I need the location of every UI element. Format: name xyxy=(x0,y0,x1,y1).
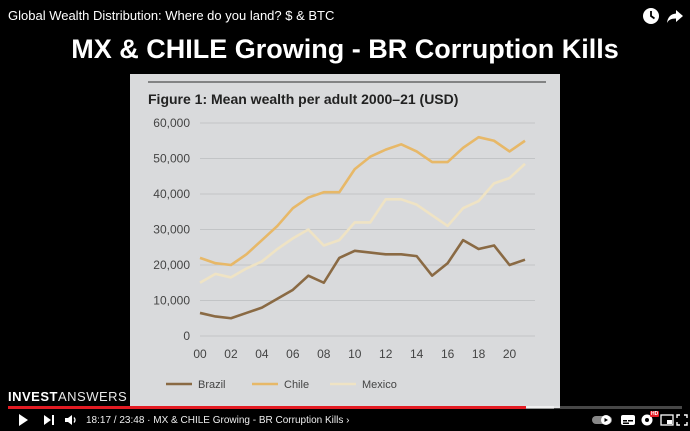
video-title[interactable]: Global Wealth Distribution: Where do you… xyxy=(8,8,335,23)
brand-part-2: ANSWERS xyxy=(57,389,128,404)
x-tick-label: 16 xyxy=(441,347,455,361)
chart-slide: Figure 1: Mean wealth per adult 2000–21 … xyxy=(130,74,560,408)
subtitles-icon[interactable] xyxy=(620,413,636,427)
x-tick-label: 18 xyxy=(472,347,486,361)
series-line-mexico xyxy=(199,162,526,284)
miniplayer-icon[interactable] xyxy=(660,413,674,427)
y-tick-label: 60,000 xyxy=(153,116,190,130)
legend-label-chile: Chile xyxy=(284,379,309,391)
progress-bar[interactable] xyxy=(8,406,682,409)
x-tick-label: 02 xyxy=(224,347,238,361)
hd-badge: HD xyxy=(650,411,660,417)
x-tick-label: 04 xyxy=(255,347,269,361)
autoplay-toggle-icon[interactable] xyxy=(592,413,612,427)
x-tick-label: 12 xyxy=(379,347,393,361)
y-tick-label: 50,000 xyxy=(153,152,190,166)
player-controls: 18:17 / 23:48 · MX & CHILE Growing - BR … xyxy=(0,410,690,431)
series-line-chile xyxy=(199,135,526,267)
progress-buffered xyxy=(525,406,554,409)
series-line-brazil xyxy=(199,238,526,320)
y-tick-label: 20,000 xyxy=(153,258,190,272)
volume-icon[interactable] xyxy=(64,413,78,427)
fullscreen-icon[interactable] xyxy=(676,413,688,427)
share-icon[interactable] xyxy=(665,6,685,26)
progress-played xyxy=(8,406,526,409)
x-tick-label: 00 xyxy=(193,347,207,361)
x-tick-label: 10 xyxy=(348,347,362,361)
settings-icon[interactable]: HD xyxy=(640,411,660,427)
x-tick-label: 20 xyxy=(503,347,517,361)
invest-answers-logo: INVESTANSWERS xyxy=(8,389,127,404)
x-tick-label: 14 xyxy=(410,347,424,361)
clock-icon[interactable] xyxy=(641,6,661,26)
time-display[interactable]: 18:17 / 23:48 · MX & CHILE Growing - BR … xyxy=(86,415,350,426)
video-top-bar: Global Wealth Distribution: Where do you… xyxy=(0,0,690,34)
figure-title: Figure 1: Mean wealth per adult 2000–21 … xyxy=(148,91,458,107)
wealth-line-chart: Figure 1: Mean wealth per adult 2000–21 … xyxy=(148,81,546,391)
x-tick-label: 08 xyxy=(317,347,331,361)
legend-label-brazil: Brazil xyxy=(198,379,226,391)
y-tick-label: 40,000 xyxy=(153,187,190,201)
play-icon[interactable] xyxy=(16,413,30,427)
x-tick-label: 06 xyxy=(286,347,300,361)
legend-label-mexico: Mexico xyxy=(362,379,397,391)
brand-part-1: INVEST xyxy=(8,389,58,404)
y-tick-label: 10,000 xyxy=(153,294,190,308)
y-tick-label: 0 xyxy=(183,329,190,343)
next-icon[interactable] xyxy=(42,413,56,427)
y-tick-label: 30,000 xyxy=(153,223,190,237)
video-headline: MX & CHILE Growing - BR Corruption Kills xyxy=(71,34,619,64)
